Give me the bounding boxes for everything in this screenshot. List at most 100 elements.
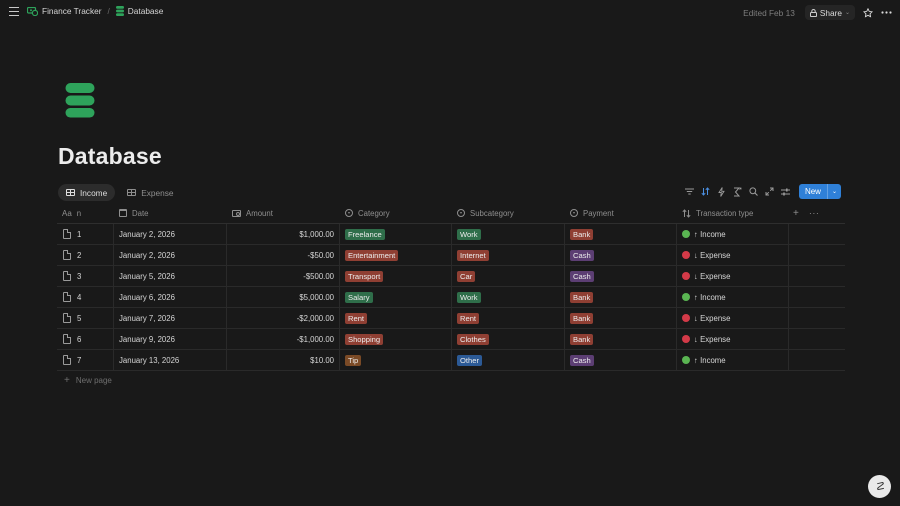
column-header-amount[interactable]: Amount	[227, 203, 340, 223]
category-tag: Freelance	[345, 228, 385, 240]
cell-name[interactable]: 3	[57, 266, 114, 286]
amount-value: -$50.00	[307, 250, 334, 260]
cell-name[interactable]: 6	[57, 329, 114, 349]
cell-subcategory[interactable]: Other	[452, 350, 565, 370]
date-value: January 6, 2026	[119, 292, 175, 302]
new-page-button[interactable]: + New page	[64, 375, 112, 386]
cell-transaction-type[interactable]: ↑ Income	[677, 224, 789, 244]
amount-value: $1,000.00	[299, 229, 334, 239]
new-dropdown-chevron-icon[interactable]: ⌄	[826, 184, 841, 199]
date-value: January 7, 2026	[119, 313, 175, 323]
cell-name[interactable]: 1	[57, 224, 114, 244]
tab-label: Income	[80, 187, 108, 198]
breadcrumb-finance-tracker[interactable]: Finance Tracker	[27, 6, 101, 16]
add-column-plus-icon[interactable]: +	[793, 207, 799, 219]
column-header-payment[interactable]: Payment	[565, 203, 677, 223]
cell-name[interactable]: 5	[57, 308, 114, 328]
cell-payment[interactable]: Bank	[565, 224, 677, 244]
cell-payment[interactable]: Bank	[565, 308, 677, 328]
new-page-label: New page	[75, 376, 112, 385]
table-row[interactable]: 2 January 2, 2026 -$50.00 Entertainment …	[57, 245, 845, 266]
table-row[interactable]: 7 January 13, 2026 $10.00 Tip Other Cash…	[57, 350, 845, 371]
share-button[interactable]: Share ⌄	[804, 5, 855, 20]
cell-category[interactable]: Tip	[340, 350, 452, 370]
sort-button[interactable]	[701, 187, 711, 197]
cell-category[interactable]: Freelance	[340, 224, 452, 244]
cell-payment[interactable]: Cash	[565, 266, 677, 286]
expand-button[interactable]	[765, 187, 775, 197]
cell-date[interactable]: January 9, 2026	[114, 329, 227, 349]
cell-date[interactable]: January 5, 2026	[114, 266, 227, 286]
cell-transaction-type[interactable]: ↑ Income	[677, 350, 789, 370]
cell-subcategory[interactable]: Work	[452, 287, 565, 307]
tab-expense[interactable]: Expense	[119, 184, 181, 201]
breadcrumb-database[interactable]: Database	[115, 6, 163, 16]
cell-amount[interactable]: -$50.00	[227, 245, 340, 265]
cell-amount[interactable]: $1,000.00	[227, 224, 340, 244]
rollup-button[interactable]	[733, 187, 743, 197]
cell-name[interactable]: 2	[57, 245, 114, 265]
cell-category[interactable]: Shopping	[340, 329, 452, 349]
cell-amount[interactable]: $10.00	[227, 350, 340, 370]
cell-transaction-type[interactable]: ↓ Expense	[677, 308, 789, 328]
table-row[interactable]: 5 January 7, 2026 -$2,000.00 Rent Rent B…	[57, 308, 845, 329]
table-row[interactable]: 4 January 6, 2026 $5,000.00 Salary Work …	[57, 287, 845, 308]
new-button-label[interactable]: New	[804, 187, 821, 196]
cell-empty	[789, 245, 845, 265]
settings-button[interactable]	[781, 187, 791, 197]
search-button[interactable]	[749, 187, 759, 197]
more-icon[interactable]: ···	[808, 208, 820, 218]
cell-date[interactable]: January 13, 2026	[114, 350, 227, 370]
table-row[interactable]: 3 January 5, 2026 -$500.00 Transport Car…	[57, 266, 845, 287]
table-row[interactable]: 1 January 2, 2026 $1,000.00 Freelance Wo…	[57, 224, 845, 245]
cell-name[interactable]: 7	[57, 350, 114, 370]
automation-button[interactable]	[717, 186, 727, 197]
cell-transaction-type[interactable]: ↑ Income	[677, 287, 789, 307]
column-header-subcategory[interactable]: Subcategory	[452, 203, 565, 223]
cell-date[interactable]: January 7, 2026	[114, 308, 227, 328]
cell-subcategory[interactable]: Clothes	[452, 329, 565, 349]
cell-amount[interactable]: $5,000.00	[227, 287, 340, 307]
page-title[interactable]: Database	[58, 143, 162, 169]
favorite-button[interactable]	[863, 7, 873, 18]
cell-amount[interactable]: -$1,000.00	[227, 329, 340, 349]
page-icon[interactable]	[65, 83, 96, 118]
cell-date[interactable]: January 2, 2026	[114, 224, 227, 244]
cell-amount[interactable]: -$2,000.00	[227, 308, 340, 328]
column-header-name[interactable]: Aa n	[57, 203, 114, 223]
cell-payment[interactable]: Bank	[565, 287, 677, 307]
cell-transaction-type[interactable]: ↓ Expense	[677, 329, 789, 349]
cell-subcategory[interactable]: Internet	[452, 245, 565, 265]
tab-income[interactable]: Income	[58, 184, 116, 201]
column-header-transaction-type[interactable]: Transaction type	[677, 203, 789, 223]
cell-date[interactable]: January 2, 2026	[114, 245, 227, 265]
cell-category[interactable]: Transport	[340, 266, 452, 286]
cell-transaction-type[interactable]: ↓ Expense	[677, 266, 789, 286]
column-header-date[interactable]: Date	[114, 203, 227, 223]
cell-category[interactable]: Entertainment	[340, 245, 452, 265]
menu-icon[interactable]	[9, 7, 19, 17]
tab-label: Expense	[141, 187, 174, 198]
cell-subcategory[interactable]: Rent	[452, 308, 565, 328]
cell-amount[interactable]: -$500.00	[227, 266, 340, 286]
category-tag: Transport	[345, 270, 384, 282]
cell-category[interactable]: Rent	[340, 308, 452, 328]
cell-subcategory[interactable]: Car	[452, 266, 565, 286]
column-header-category[interactable]: Category	[340, 203, 452, 223]
cell-payment[interactable]: Bank	[565, 329, 677, 349]
cell-transaction-type[interactable]: ↓ Expense	[677, 245, 789, 265]
page-document-icon	[63, 313, 71, 323]
more-options-button[interactable]	[881, 11, 892, 14]
cell-payment[interactable]: Cash	[565, 245, 677, 265]
cell-category[interactable]: Salary	[340, 287, 452, 307]
cell-date[interactable]: January 6, 2026	[114, 287, 227, 307]
page-document-icon	[63, 229, 71, 239]
help-button[interactable]: ☡	[868, 475, 891, 498]
table-row[interactable]: 6 January 9, 2026 -$1,000.00 Shopping Cl…	[57, 329, 845, 350]
cell-payment[interactable]: Cash	[565, 350, 677, 370]
cell-subcategory[interactable]: Work	[452, 224, 565, 244]
filter-button[interactable]	[685, 187, 695, 197]
status-dot-icon	[682, 272, 690, 280]
cell-name[interactable]: 4	[57, 287, 114, 307]
new-button[interactable]: New ⌄	[798, 184, 841, 199]
